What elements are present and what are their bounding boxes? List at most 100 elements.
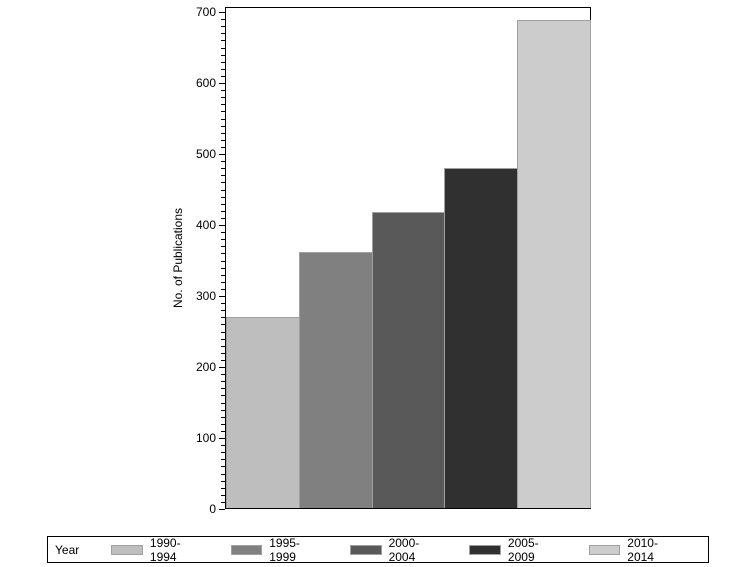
legend-item: 1990-1994 — [111, 536, 206, 564]
y-tick — [221, 239, 225, 240]
legend: Year 1990-1994 1995-1999 2000-2004 2005-200… — [47, 535, 709, 564]
legend-label: 1990-1994 — [149, 535, 181, 564]
y-tick — [221, 310, 225, 311]
y-tick — [221, 332, 225, 333]
y-tick — [221, 410, 225, 411]
y-tick — [219, 438, 225, 439]
legend-swatch — [111, 544, 143, 555]
y-tick — [219, 225, 225, 226]
y-tick — [219, 83, 225, 84]
y-tick — [221, 452, 225, 453]
bar-1995-1999 — [298, 251, 373, 508]
bar-2000-2004 — [371, 211, 446, 508]
y-tick — [221, 26, 225, 27]
y-tick — [221, 346, 225, 347]
y-tick — [221, 19, 225, 20]
legend-swatch — [349, 544, 382, 555]
y-tick — [221, 339, 225, 340]
y-tick — [221, 381, 225, 382]
legend-title: Year — [55, 542, 80, 557]
legend-item: 2010-2014 — [588, 535, 684, 564]
y-tick — [221, 175, 225, 176]
y-tick — [221, 324, 225, 325]
y-tick — [221, 48, 225, 49]
y-tick — [221, 104, 225, 105]
plot-area — [225, 7, 591, 509]
y-tick — [221, 232, 225, 233]
y-tick — [221, 466, 225, 467]
legend-item: 2005-2009 — [469, 536, 564, 564]
legend-swatch — [469, 544, 501, 555]
y-tick — [219, 296, 225, 297]
legend-item: 2000-2004 — [349, 535, 445, 564]
y-tick — [221, 133, 225, 134]
y-tick — [221, 495, 225, 496]
y-tick — [221, 253, 225, 254]
y-tick — [221, 97, 225, 98]
y-tick — [221, 218, 225, 219]
y-tick — [221, 268, 225, 269]
y-tick — [221, 126, 225, 127]
y-tick — [219, 12, 225, 13]
y-axis: 0 100 200 300 400 500 600 700 — [0, 0, 225, 520]
y-tick — [221, 289, 225, 290]
y-tick — [221, 147, 225, 148]
y-tick — [221, 190, 225, 191]
y-tick — [221, 353, 225, 354]
y-tick — [221, 182, 225, 183]
y-tick — [221, 459, 225, 460]
legend-label: 1995-1999 — [269, 535, 300, 564]
y-tick — [221, 204, 225, 205]
y-tick — [221, 261, 225, 262]
y-tick — [221, 431, 225, 432]
y-tick — [221, 424, 225, 425]
y-tick — [221, 33, 225, 34]
bar-2005-2009 — [444, 167, 519, 508]
bar-2010-2014 — [517, 20, 591, 508]
legend-swatch — [588, 544, 621, 555]
y-tick — [221, 474, 225, 475]
legend-swatch — [230, 544, 263, 555]
y-tick — [221, 275, 225, 276]
y-tick — [221, 76, 225, 77]
y-tick — [219, 367, 225, 368]
y-tick — [221, 69, 225, 70]
bar-1990-1994 — [226, 317, 300, 508]
y-tick-label: 400 — [195, 218, 216, 232]
y-tick — [221, 197, 225, 198]
y-tick — [219, 154, 225, 155]
y-tick-label: 100 — [195, 431, 216, 445]
y-tick — [221, 317, 225, 318]
legend-item: 1995-1999 — [230, 535, 326, 564]
y-tick — [221, 374, 225, 375]
legend-label: 2010-2014 — [627, 535, 658, 564]
y-tick — [221, 282, 225, 283]
legend-label: 2005-2009 — [507, 535, 539, 564]
y-axis-label: No. of Publications — [171, 207, 185, 309]
y-tick-label: 500 — [195, 147, 216, 161]
y-tick-label: 0 — [209, 502, 216, 516]
y-tick-label: 600 — [195, 76, 216, 90]
y-tick — [221, 119, 225, 120]
y-tick-label: 200 — [195, 360, 216, 374]
y-tick — [221, 40, 225, 41]
y-tick-label: 300 — [195, 289, 216, 303]
y-tick-label: 700 — [195, 5, 216, 19]
y-tick — [219, 509, 225, 510]
legend-label: 2000-2004 — [388, 535, 420, 564]
y-tick — [221, 55, 225, 56]
y-tick — [221, 417, 225, 418]
y-tick — [221, 395, 225, 396]
y-tick — [221, 246, 225, 247]
y-tick — [221, 62, 225, 63]
y-tick — [221, 111, 225, 112]
y-tick — [221, 168, 225, 169]
y-tick — [221, 481, 225, 482]
y-tick — [221, 403, 225, 404]
y-tick — [221, 445, 225, 446]
y-tick — [221, 303, 225, 304]
y-tick — [221, 388, 225, 389]
y-tick — [221, 360, 225, 361]
y-tick — [221, 90, 225, 91]
y-tick — [221, 161, 225, 162]
